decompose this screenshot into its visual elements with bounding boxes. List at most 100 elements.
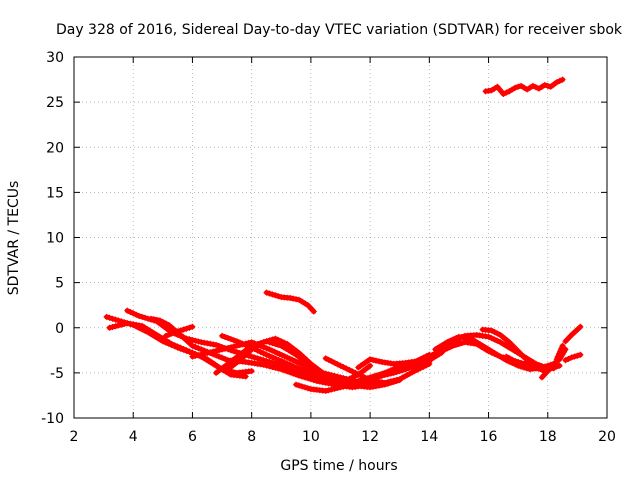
series-track-20 bbox=[553, 342, 566, 363]
data-point bbox=[384, 379, 391, 386]
data-point bbox=[219, 346, 226, 353]
data-point bbox=[559, 76, 566, 83]
data-point bbox=[370, 377, 377, 384]
y-tick-label: -10 bbox=[41, 411, 64, 427]
data-point bbox=[112, 316, 119, 323]
data-point bbox=[376, 358, 382, 365]
data-point bbox=[130, 321, 137, 328]
data-point bbox=[302, 384, 308, 391]
data-point bbox=[521, 362, 528, 369]
data-point bbox=[568, 354, 575, 361]
data-point bbox=[453, 341, 459, 348]
data-point bbox=[453, 335, 459, 342]
data-point bbox=[334, 378, 341, 385]
data-point bbox=[319, 374, 326, 381]
data-point bbox=[275, 336, 282, 343]
data-point bbox=[186, 348, 193, 355]
data-point bbox=[263, 345, 270, 352]
data-point bbox=[290, 370, 297, 377]
data-point bbox=[396, 368, 403, 375]
x-tick-label: 12 bbox=[361, 429, 379, 445]
data-point bbox=[266, 337, 273, 344]
data-point bbox=[565, 355, 572, 362]
data-point bbox=[207, 340, 214, 347]
data-point bbox=[577, 323, 584, 330]
data-point bbox=[556, 77, 563, 84]
data-point bbox=[248, 353, 255, 360]
data-point bbox=[174, 343, 181, 350]
data-point bbox=[559, 342, 566, 349]
data-point bbox=[189, 353, 196, 360]
data-point bbox=[334, 385, 341, 391]
data-point bbox=[278, 338, 285, 345]
data-point bbox=[227, 336, 234, 343]
data-point bbox=[242, 373, 249, 380]
y-tick-label: 25 bbox=[46, 95, 64, 111]
data-point bbox=[337, 384, 344, 391]
data-point bbox=[124, 320, 131, 327]
data-point bbox=[242, 342, 249, 349]
data-point bbox=[109, 324, 116, 330]
data-point bbox=[370, 357, 377, 363]
y-tick-label: -5 bbox=[50, 366, 64, 382]
data-point bbox=[381, 379, 388, 386]
data-point bbox=[260, 339, 267, 346]
x-tick-label: 18 bbox=[539, 429, 557, 445]
data-point bbox=[284, 368, 291, 375]
data-point bbox=[165, 331, 172, 338]
data-point bbox=[532, 84, 539, 91]
data-point bbox=[450, 336, 456, 343]
data-point bbox=[291, 358, 298, 364]
data-point bbox=[174, 328, 181, 335]
data-point bbox=[139, 313, 146, 320]
series-track-22 bbox=[562, 351, 584, 364]
data-point bbox=[322, 387, 329, 394]
data-point bbox=[393, 376, 400, 383]
data-point bbox=[558, 345, 565, 352]
data-point bbox=[367, 362, 374, 369]
data-point bbox=[269, 291, 276, 298]
data-point bbox=[325, 356, 332, 363]
data-point bbox=[150, 316, 157, 323]
data-point bbox=[216, 347, 223, 354]
y-tick-label: 10 bbox=[46, 231, 64, 247]
data-point bbox=[379, 372, 385, 379]
y-tick-label: 0 bbox=[55, 321, 64, 337]
data-point bbox=[485, 333, 492, 340]
data-point bbox=[370, 383, 377, 390]
x-tick-label: 20 bbox=[598, 429, 616, 445]
data-point bbox=[313, 372, 320, 378]
data-point bbox=[278, 358, 285, 365]
data-point bbox=[266, 353, 273, 360]
data-point bbox=[390, 369, 397, 376]
data-point bbox=[207, 349, 214, 356]
data-point bbox=[275, 356, 282, 363]
data-point bbox=[331, 359, 338, 366]
x-tick-label: 2 bbox=[70, 429, 79, 445]
data-point bbox=[393, 369, 400, 375]
data-point bbox=[331, 385, 338, 392]
data-point bbox=[222, 345, 228, 352]
data-point bbox=[293, 296, 300, 303]
data-point bbox=[213, 347, 220, 354]
data-point bbox=[225, 345, 231, 351]
series-track-10 bbox=[263, 289, 317, 315]
data-point bbox=[387, 370, 394, 377]
data-point bbox=[287, 369, 294, 376]
data-point bbox=[263, 351, 270, 358]
data-point bbox=[328, 376, 335, 383]
data-point bbox=[346, 367, 353, 373]
data-point bbox=[127, 309, 134, 315]
data-point bbox=[352, 380, 359, 387]
data-point bbox=[222, 334, 228, 340]
data-point bbox=[275, 293, 282, 300]
data-point bbox=[195, 345, 202, 352]
data-point bbox=[554, 353, 561, 360]
data-point bbox=[405, 363, 412, 370]
data-point bbox=[302, 374, 308, 381]
data-point bbox=[136, 313, 143, 319]
data-point bbox=[219, 332, 226, 339]
data-point bbox=[408, 362, 415, 369]
data-point bbox=[299, 373, 305, 380]
data-point bbox=[112, 323, 119, 330]
